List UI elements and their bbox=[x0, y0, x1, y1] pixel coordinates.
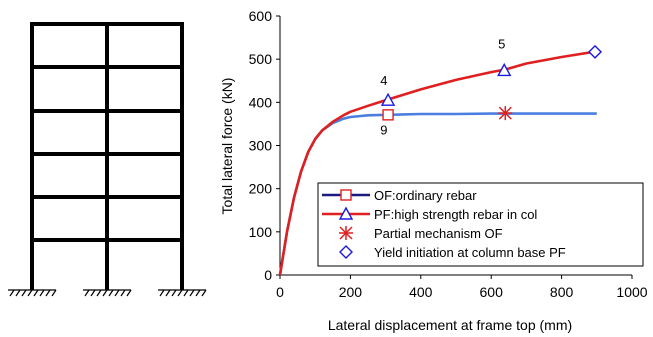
point-marker-1 bbox=[588, 44, 603, 59]
series-markers bbox=[380, 44, 603, 121]
legend: OF:ordinary rebar PF:high strength rebar … bbox=[317, 182, 644, 267]
x-tick-label: 600 bbox=[480, 284, 504, 300]
x-axis-label: Lateral displacement at frame top (mm) bbox=[328, 317, 572, 333]
support-hatch-middle bbox=[83, 289, 132, 297]
legend-marker bbox=[340, 189, 352, 201]
series-marker-0 bbox=[382, 109, 394, 121]
legend-label: Yield initiation at column base PF bbox=[374, 245, 566, 260]
legend-label: PF:high strength rebar in col bbox=[374, 207, 537, 222]
series-marker-1 bbox=[380, 92, 396, 106]
legend-label: OF:ordinary rebar bbox=[374, 188, 477, 203]
series-marker-2 bbox=[497, 62, 512, 77]
x-tick-label: 800 bbox=[550, 284, 574, 300]
point-marker-0 bbox=[498, 106, 513, 121]
y-tick-label: 200 bbox=[249, 181, 273, 197]
annotation-label: 5 bbox=[498, 36, 505, 51]
support-hatch-left bbox=[8, 289, 57, 297]
legend-marker bbox=[339, 245, 353, 259]
annotation-label: 4 bbox=[380, 73, 387, 88]
legend-label: Partial mechanism OF bbox=[374, 226, 503, 241]
frame-diagram bbox=[30, 22, 184, 290]
x-tick-label: 400 bbox=[409, 284, 433, 300]
x-axis-ticks: 0 200 400 600 800 1000 bbox=[276, 275, 648, 300]
x-tick-label: 0 bbox=[276, 284, 284, 300]
legend-marker bbox=[339, 226, 353, 240]
support-hatch-right bbox=[158, 289, 207, 297]
chart-area: 0 200 400 600 800 1000 0 100 200 300 400 500 600 4 5… bbox=[219, 8, 648, 333]
y-tick-label: 0 bbox=[264, 267, 272, 283]
x-tick-label: 200 bbox=[339, 284, 363, 300]
legend-box bbox=[317, 182, 644, 267]
annotations: 4 5 9 bbox=[380, 36, 505, 137]
y-axis-label: Total lateral force (kN) bbox=[219, 78, 235, 215]
annotation-label: 9 bbox=[380, 123, 387, 138]
frame-supports bbox=[8, 289, 207, 297]
y-tick-label: 600 bbox=[249, 8, 273, 24]
y-tick-label: 400 bbox=[249, 94, 273, 110]
y-axis-ticks: 0 100 200 300 400 500 600 bbox=[249, 8, 280, 283]
y-tick-label: 500 bbox=[249, 51, 273, 67]
y-tick-label: 300 bbox=[249, 138, 273, 154]
legend-marker bbox=[338, 206, 354, 220]
x-tick-label: 1000 bbox=[616, 284, 647, 300]
y-tick-label: 100 bbox=[249, 224, 273, 240]
